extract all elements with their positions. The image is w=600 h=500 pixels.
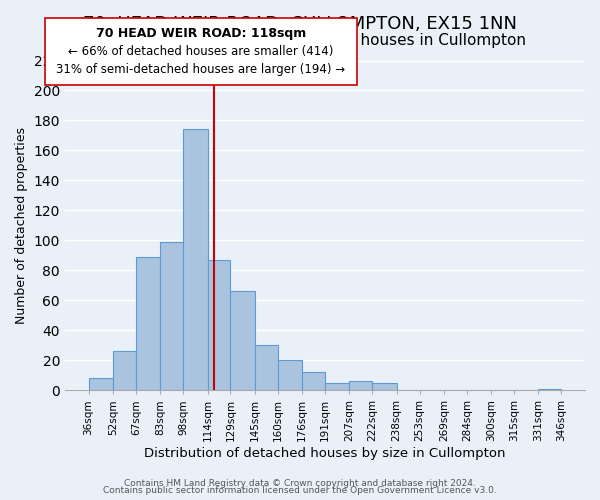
Bar: [89, 378, 113, 390]
Bar: [230, 292, 255, 390]
Text: 70 HEAD WEIR ROAD: 118sqm: 70 HEAD WEIR ROAD: 118sqm: [96, 26, 306, 40]
Bar: [255, 346, 278, 391]
Bar: [136, 257, 160, 390]
Bar: [538, 389, 562, 390]
X-axis label: Distribution of detached houses by size in Cullompton: Distribution of detached houses by size …: [144, 447, 506, 460]
Bar: [113, 352, 136, 391]
Text: 70, HEAD WEIR ROAD, CULLOMPTON, EX15 1NN: 70, HEAD WEIR ROAD, CULLOMPTON, EX15 1NN: [83, 15, 517, 33]
Bar: [349, 382, 372, 390]
Text: ← 66% of detached houses are smaller (414): ← 66% of detached houses are smaller (41…: [68, 45, 334, 58]
Y-axis label: Number of detached properties: Number of detached properties: [15, 127, 28, 324]
Text: Contains public sector information licensed under the Open Government Licence v3: Contains public sector information licen…: [103, 486, 497, 495]
Bar: [302, 372, 325, 390]
Text: Size of property relative to detached houses in Cullompton: Size of property relative to detached ho…: [74, 32, 526, 48]
Text: 31% of semi-detached houses are larger (194) →: 31% of semi-detached houses are larger (…: [56, 62, 346, 76]
Bar: [183, 130, 208, 390]
Bar: [208, 260, 230, 390]
Bar: [325, 383, 349, 390]
Text: Contains HM Land Registry data © Crown copyright and database right 2024.: Contains HM Land Registry data © Crown c…: [124, 478, 476, 488]
Bar: [278, 360, 302, 390]
Bar: [372, 383, 397, 390]
Bar: [160, 242, 183, 390]
